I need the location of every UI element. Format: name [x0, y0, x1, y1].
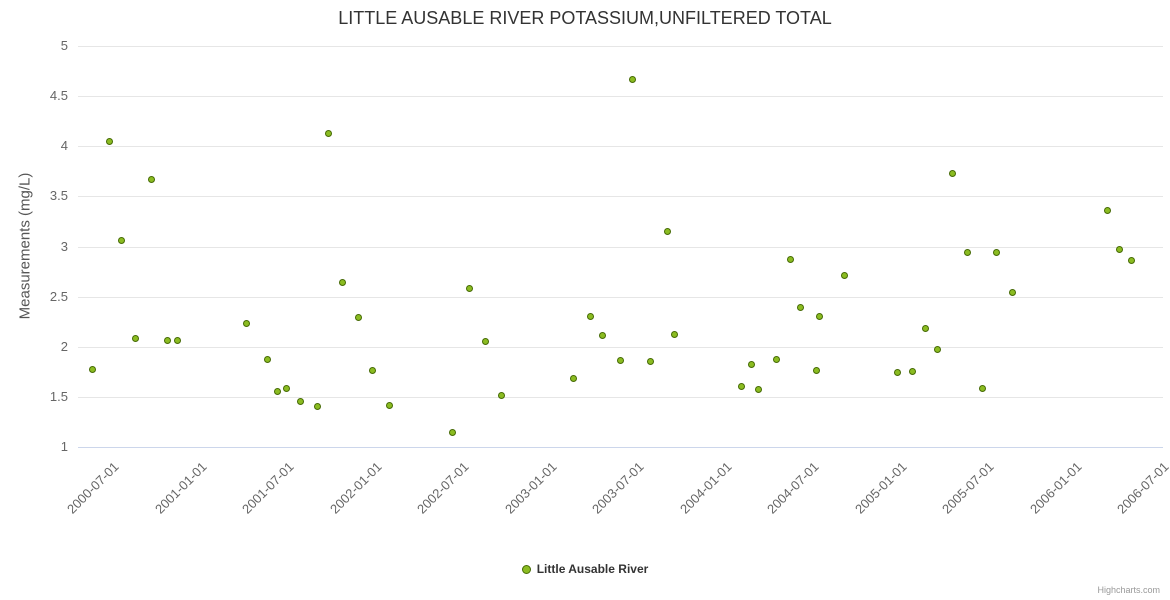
data-point[interactable]: [841, 272, 848, 279]
data-point[interactable]: [922, 325, 929, 332]
data-point[interactable]: [106, 138, 113, 145]
gridline: [78, 247, 1163, 248]
data-point[interactable]: [89, 366, 96, 373]
data-point[interactable]: [482, 338, 489, 345]
data-point[interactable]: [748, 361, 755, 368]
credits-link[interactable]: Highcharts.com: [1097, 585, 1160, 595]
x-tick-label: 2006-07-01: [1113, 459, 1170, 517]
data-point[interactable]: [671, 331, 678, 338]
legend-item[interactable]: Little Ausable River: [0, 562, 1170, 576]
data-point[interactable]: [894, 369, 901, 376]
x-axis-line: [78, 447, 1163, 448]
gridline: [78, 196, 1163, 197]
data-point[interactable]: [979, 385, 986, 392]
data-point[interactable]: [466, 285, 473, 292]
data-point[interactable]: [570, 375, 577, 382]
x-tick-label: 2002-01-01: [326, 459, 385, 517]
y-tick-label: 5: [60, 38, 68, 53]
data-point[interactable]: [587, 313, 594, 320]
data-point[interactable]: [617, 357, 624, 364]
data-point[interactable]: [132, 335, 139, 342]
data-point[interactable]: [599, 332, 606, 339]
y-tick-label: 3.5: [49, 188, 68, 203]
data-point[interactable]: [816, 313, 823, 320]
y-tick-label: 1.5: [49, 389, 68, 404]
x-tick-label: 2002-07-01: [413, 459, 472, 517]
data-point[interactable]: [1116, 246, 1123, 253]
data-point[interactable]: [1104, 207, 1111, 214]
data-point[interactable]: [369, 367, 376, 374]
gridline: [78, 347, 1163, 348]
data-point[interactable]: [647, 358, 654, 365]
data-point[interactable]: [297, 398, 304, 405]
data-point[interactable]: [797, 304, 804, 311]
data-point[interactable]: [148, 176, 155, 183]
data-point[interactable]: [274, 388, 281, 395]
x-tick-label: 2006-01-01: [1026, 459, 1085, 517]
y-tick-label: 4.5: [49, 88, 68, 103]
data-point[interactable]: [813, 367, 820, 374]
data-point[interactable]: [264, 356, 271, 363]
gridline: [78, 297, 1163, 298]
data-point[interactable]: [787, 256, 794, 263]
x-tick-label: 2005-01-01: [851, 459, 910, 517]
chart-title: LITTLE AUSABLE RIVER POTASSIUM,UNFILTERE…: [338, 8, 832, 28]
data-point[interactable]: [325, 130, 332, 137]
x-tick-label: 2003-01-01: [501, 459, 560, 517]
x-tick-label: 2005-07-01: [938, 459, 997, 517]
y-tick-label: 4: [60, 138, 68, 153]
data-point[interactable]: [243, 320, 250, 327]
data-point[interactable]: [314, 403, 321, 410]
data-point[interactable]: [355, 314, 362, 321]
x-tick-label: 2001-07-01: [238, 459, 297, 517]
data-point[interactable]: [755, 386, 762, 393]
data-point[interactable]: [339, 279, 346, 286]
x-tick-label: 2004-07-01: [763, 459, 822, 517]
gridline: [78, 46, 1163, 47]
x-tick-label: 2001-01-01: [151, 459, 210, 517]
data-point[interactable]: [1009, 289, 1016, 296]
y-tick-label: 1: [60, 439, 68, 454]
x-tick-label: 2003-07-01: [588, 459, 647, 517]
data-point[interactable]: [993, 249, 1000, 256]
data-point[interactable]: [629, 76, 636, 83]
data-point[interactable]: [664, 228, 671, 235]
data-point[interactable]: [164, 337, 171, 344]
y-tick-label: 2.5: [49, 289, 68, 304]
data-point[interactable]: [174, 337, 181, 344]
data-point[interactable]: [118, 237, 125, 244]
y-tick-label: 2: [60, 339, 68, 354]
data-point[interactable]: [283, 385, 290, 392]
gridline: [78, 146, 1163, 147]
data-point[interactable]: [934, 346, 941, 353]
data-point[interactable]: [964, 249, 971, 256]
y-tick-label: 3: [60, 239, 68, 254]
data-point[interactable]: [498, 392, 505, 399]
data-point[interactable]: [949, 170, 956, 177]
data-point[interactable]: [1128, 257, 1135, 264]
data-point[interactable]: [773, 356, 780, 363]
x-tick-label: 2000-07-01: [63, 459, 122, 517]
data-point[interactable]: [386, 402, 393, 409]
x-tick-label: 2004-01-01: [676, 459, 735, 517]
legend-marker-icon: [521, 564, 531, 574]
gridline: [78, 397, 1163, 398]
data-point[interactable]: [738, 383, 745, 390]
data-point[interactable]: [449, 429, 456, 436]
legend-label: Little Ausable River: [536, 562, 649, 576]
data-point[interactable]: [909, 368, 916, 375]
gridline: [78, 96, 1163, 97]
